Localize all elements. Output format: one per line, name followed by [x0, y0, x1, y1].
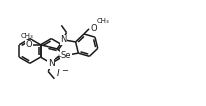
Text: O: O — [25, 40, 32, 49]
Text: N: N — [48, 59, 55, 68]
Text: +: + — [55, 54, 61, 60]
Text: CH₃: CH₃ — [20, 33, 33, 39]
Text: N: N — [60, 35, 67, 44]
Text: Se: Se — [61, 51, 71, 60]
Text: CH₃: CH₃ — [96, 18, 109, 24]
Text: −: − — [62, 67, 69, 76]
Text: I: I — [56, 69, 59, 78]
Text: O: O — [91, 24, 97, 33]
